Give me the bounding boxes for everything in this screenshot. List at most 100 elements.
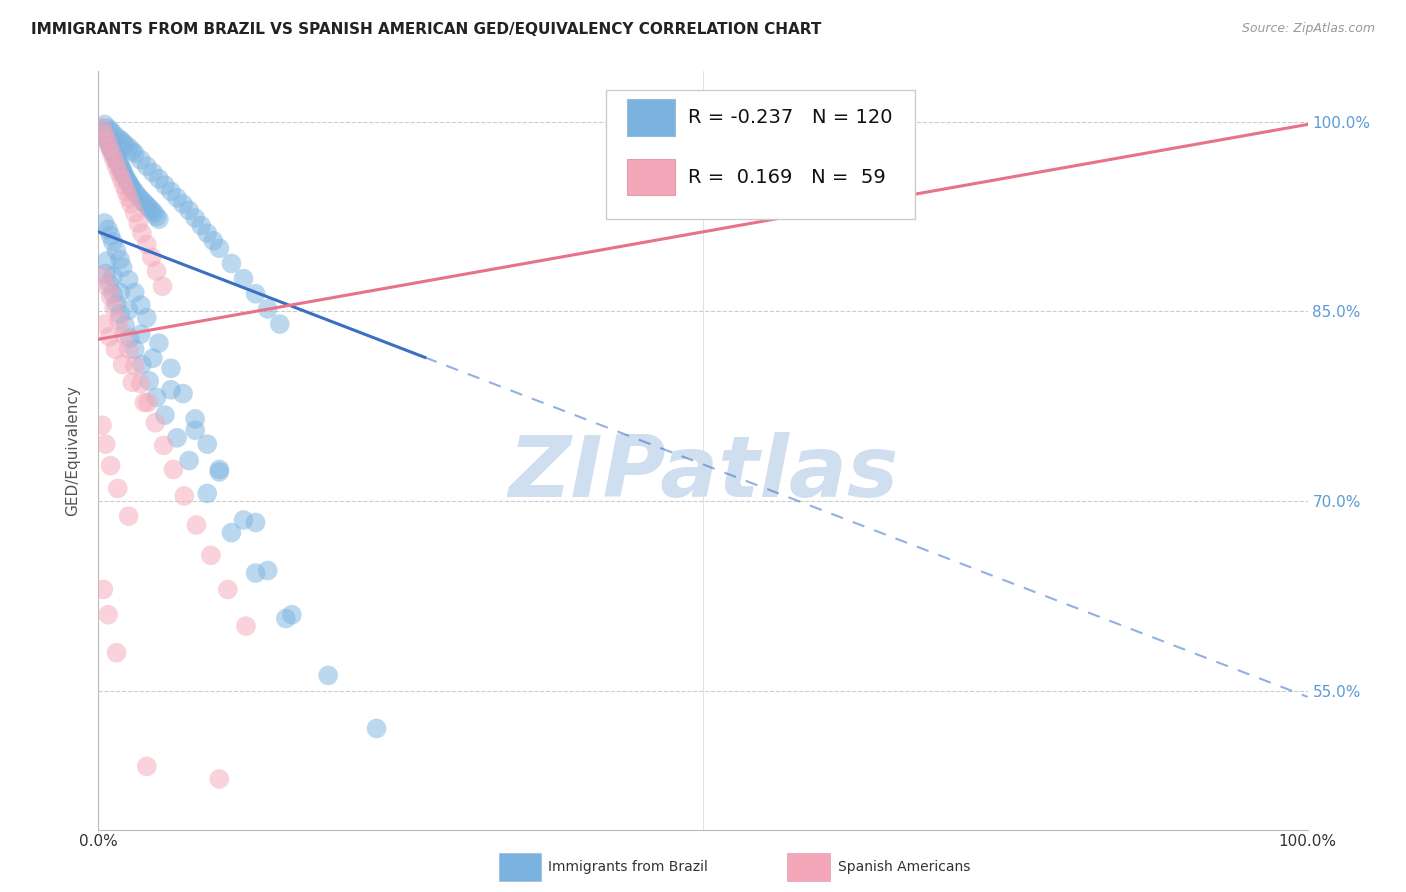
Point xyxy=(129,376,152,391)
Point xyxy=(134,395,156,409)
Text: Immigrants from Brazil: Immigrants from Brazil xyxy=(548,860,709,874)
Point xyxy=(135,198,157,212)
Point xyxy=(103,301,125,315)
Point xyxy=(172,197,194,211)
Point xyxy=(108,159,131,173)
Point xyxy=(208,462,231,476)
Point xyxy=(221,525,243,540)
Point xyxy=(148,336,170,351)
Point xyxy=(118,176,141,190)
Point xyxy=(101,269,124,284)
Point xyxy=(184,211,207,225)
Point xyxy=(111,260,134,275)
Point xyxy=(112,178,135,193)
Text: R = -0.237   N = 120: R = -0.237 N = 120 xyxy=(689,108,893,128)
Point xyxy=(124,343,146,357)
Point xyxy=(108,252,131,267)
Point xyxy=(114,318,136,333)
Point xyxy=(101,126,124,140)
Point xyxy=(118,178,141,193)
Point xyxy=(127,216,149,230)
Point xyxy=(245,286,267,301)
Point xyxy=(117,174,139,188)
Point xyxy=(121,144,143,158)
Point xyxy=(202,234,225,248)
Point xyxy=(148,212,170,227)
Point xyxy=(118,331,141,345)
Point xyxy=(135,159,157,173)
Point xyxy=(120,197,142,211)
Point xyxy=(93,128,115,142)
Point xyxy=(98,136,121,151)
Point xyxy=(118,343,141,357)
Point xyxy=(118,303,141,318)
Point xyxy=(108,313,131,327)
Point xyxy=(101,235,124,249)
Point xyxy=(91,582,114,597)
Point xyxy=(100,146,122,161)
Point xyxy=(93,128,115,142)
Point xyxy=(96,279,118,293)
Point xyxy=(96,253,118,268)
Point xyxy=(131,194,153,208)
Point xyxy=(208,772,231,786)
Point xyxy=(111,135,134,149)
Point xyxy=(124,185,146,199)
Text: IMMIGRANTS FROM BRAZIL VS SPANISH AMERICAN GED/EQUIVALENCY CORRELATION CHART: IMMIGRANTS FROM BRAZIL VS SPANISH AMERIC… xyxy=(31,22,821,37)
Point xyxy=(94,437,117,451)
Point xyxy=(173,489,195,503)
Point xyxy=(135,759,157,773)
Point xyxy=(101,286,124,301)
Point xyxy=(108,165,131,179)
Point xyxy=(179,203,201,218)
Point xyxy=(121,182,143,196)
Point xyxy=(160,383,183,397)
Point xyxy=(118,273,141,287)
Point xyxy=(148,171,170,186)
Point xyxy=(145,391,167,405)
Point xyxy=(134,195,156,210)
Point xyxy=(138,201,160,215)
Point xyxy=(97,222,120,236)
Point xyxy=(124,285,146,300)
Point xyxy=(98,277,121,291)
Point xyxy=(118,509,141,524)
Point xyxy=(100,228,122,243)
Point xyxy=(135,310,157,325)
Point xyxy=(105,130,128,145)
Point xyxy=(112,168,135,182)
Point xyxy=(104,343,127,357)
Text: Spanish Americans: Spanish Americans xyxy=(838,860,970,874)
Point xyxy=(121,375,143,389)
Point xyxy=(91,121,114,136)
FancyBboxPatch shape xyxy=(627,159,675,195)
Text: Source: ZipAtlas.com: Source: ZipAtlas.com xyxy=(1241,22,1375,36)
Point xyxy=(166,191,188,205)
Point xyxy=(94,267,117,281)
Point xyxy=(143,416,166,430)
Point xyxy=(114,137,136,152)
Point xyxy=(110,171,132,186)
Point xyxy=(208,465,231,479)
Point xyxy=(235,619,257,633)
Point xyxy=(118,140,141,154)
Point xyxy=(100,458,122,473)
Point xyxy=(162,462,184,476)
Point xyxy=(96,133,118,147)
Point xyxy=(245,566,267,580)
Point xyxy=(172,386,194,401)
Point xyxy=(94,130,117,145)
Point xyxy=(160,185,183,199)
Point xyxy=(256,301,278,316)
Point xyxy=(179,453,201,467)
Point xyxy=(111,165,134,179)
Point xyxy=(111,163,134,178)
FancyBboxPatch shape xyxy=(627,99,675,136)
Point xyxy=(131,358,153,372)
Point xyxy=(93,118,115,132)
Point xyxy=(256,564,278,578)
Point xyxy=(195,437,218,451)
Y-axis label: GED/Equivalency: GED/Equivalency xyxy=(65,385,80,516)
Point xyxy=(107,155,129,169)
Point xyxy=(281,607,304,622)
